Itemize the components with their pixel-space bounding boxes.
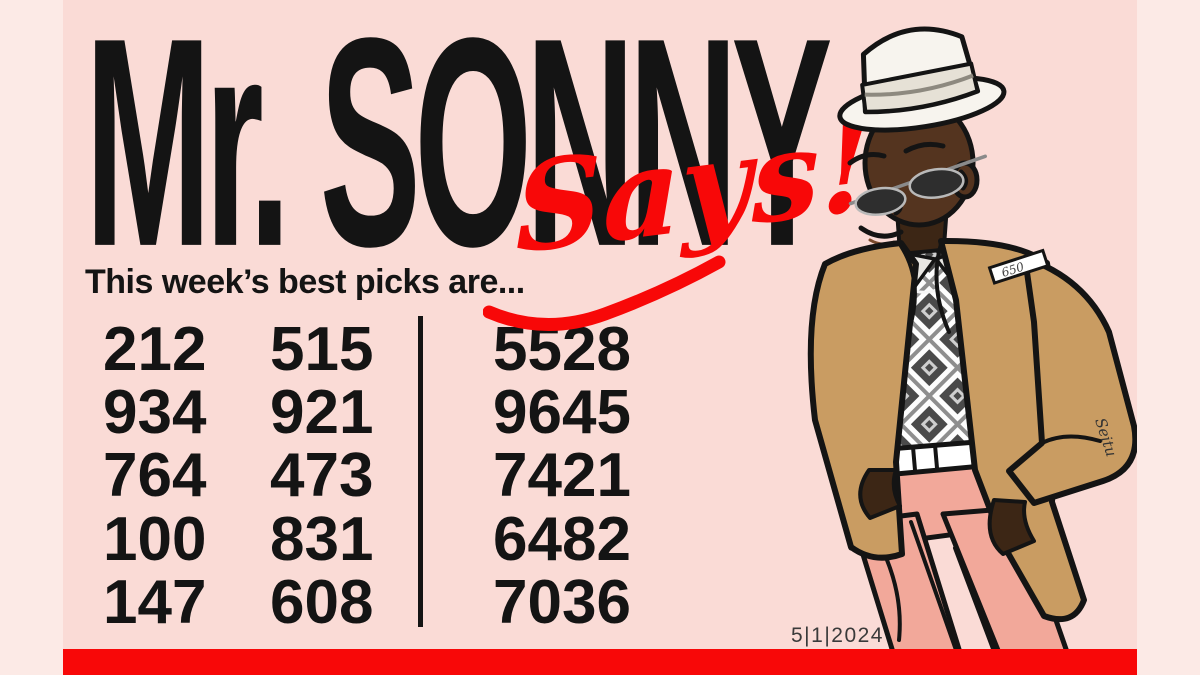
- bottom-red-bar: [63, 649, 1137, 675]
- hand-right: [987, 498, 1036, 556]
- right-margin: [1137, 0, 1200, 675]
- pick-number: 212: [103, 315, 207, 384]
- pocket-note: 650: [1000, 259, 1026, 280]
- pick-number: 831: [270, 504, 374, 574]
- pick-number: 764: [103, 441, 207, 511]
- smile: [858, 225, 904, 239]
- draw-date: 5|1|2024: [791, 624, 884, 647]
- pick-number: 473: [270, 441, 374, 511]
- pick-number: 7036: [493, 567, 631, 637]
- poster-title: Mr. SONNY: [85, 0, 833, 309]
- picks-column-2: 515 921 473 831 608: [270, 318, 373, 634]
- man-illustration: 650 Seitu: [807, 26, 1137, 675]
- red-swoosh-underline: [483, 255, 726, 331]
- pick-number: 515: [270, 315, 374, 384]
- sunglasses-icon: [848, 154, 987, 216]
- left-margin: [0, 0, 63, 675]
- hand-left: [858, 468, 902, 520]
- pick-number: 608: [270, 567, 374, 637]
- pick-number: 147: [103, 567, 207, 637]
- picks-column-1: 212 934 764 100 147: [103, 318, 206, 634]
- picks-column-3: 5528 9645 7421 6482 7036: [493, 318, 631, 634]
- subtitle: This week’s best picks are...: [85, 263, 525, 301]
- column-divider: [418, 316, 423, 627]
- pick-number: 9645: [493, 378, 631, 448]
- eyebrow-left: [847, 152, 887, 166]
- eyebrow-right: [903, 141, 946, 154]
- pick-number: 100: [103, 504, 207, 574]
- pick-number: 921: [270, 378, 374, 448]
- pick-number: 6482: [493, 504, 631, 574]
- pick-number: 7421: [493, 441, 631, 511]
- pocket-square: 650: [987, 248, 1050, 285]
- poster-canvas: Mr. SONNY Says! This week’s best picks a…: [63, 0, 1137, 675]
- pick-number: 934: [103, 378, 207, 448]
- fedora-hat-icon: [837, 26, 1007, 133]
